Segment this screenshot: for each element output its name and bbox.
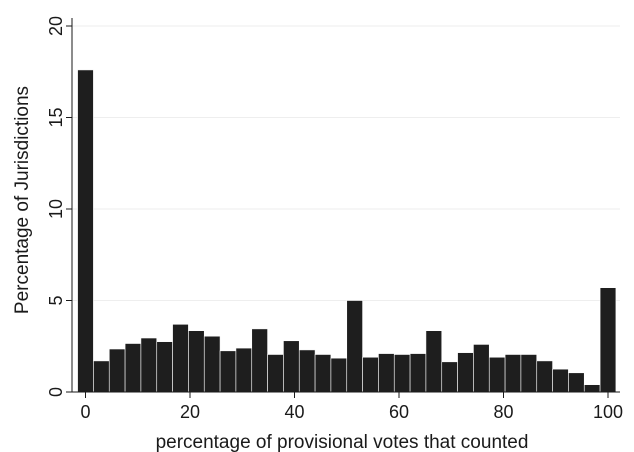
histogram-bar xyxy=(473,344,490,393)
y-tick-label-5: 5 xyxy=(46,295,66,305)
histogram-bar xyxy=(599,287,617,393)
x-axis-label: percentage of provisional votes that cou… xyxy=(156,432,529,452)
histogram-bar xyxy=(583,384,601,393)
histogram-bar xyxy=(251,328,268,393)
histogram-bar xyxy=(552,368,569,393)
histogram-bar xyxy=(536,360,553,393)
histogram-bar xyxy=(267,354,284,393)
y-tick-label-20: 20 xyxy=(46,16,66,36)
histogram-bar xyxy=(441,361,458,393)
histogram-bar xyxy=(298,349,316,393)
y-tick-label-10: 10 xyxy=(46,199,66,219)
histogram-bar xyxy=(235,347,253,393)
histogram-bar xyxy=(188,330,205,393)
histogram-bar xyxy=(108,348,126,393)
histogram-bar xyxy=(409,353,427,393)
y-axis-ticks: 0 5 10 15 20 xyxy=(46,16,72,397)
histogram-bar xyxy=(93,360,110,393)
histogram-bar xyxy=(77,69,94,393)
histogram-bar xyxy=(172,323,189,393)
histogram-bar xyxy=(346,300,363,393)
histogram-bar xyxy=(362,356,379,393)
y-axis-label: Percentage of Jurisdictions xyxy=(12,86,33,314)
histogram-bar xyxy=(504,354,522,393)
histogram-bar xyxy=(488,356,506,393)
y-tick-label-0: 0 xyxy=(46,387,66,397)
histogram-bar xyxy=(314,354,332,393)
histogram-bar xyxy=(219,350,237,393)
histogram-bar xyxy=(425,330,443,393)
x-tick-label-60: 60 xyxy=(389,402,409,422)
x-tick-label-40: 40 xyxy=(284,402,304,422)
histogram-bar xyxy=(124,343,142,393)
histogram-bar xyxy=(393,354,411,393)
y-tick-label-15: 15 xyxy=(46,107,66,127)
histogram-bar xyxy=(568,372,585,393)
histogram-bar xyxy=(140,337,158,393)
histogram-bar xyxy=(283,340,300,393)
x-axis-ticks: 0 20 40 60 80 100 xyxy=(80,392,623,422)
histogram-bar xyxy=(156,341,173,393)
x-tick-label-80: 80 xyxy=(493,402,513,422)
x-tick-label-20: 20 xyxy=(180,402,200,422)
histogram-bar xyxy=(330,357,348,393)
histogram-bar xyxy=(203,335,221,393)
histogram-bar xyxy=(378,353,395,393)
x-tick-label-100: 100 xyxy=(593,402,623,422)
x-tick-label-0: 0 xyxy=(80,402,90,422)
gridlines xyxy=(72,25,620,301)
histogram-bar xyxy=(520,354,538,393)
histogram-bar xyxy=(457,352,474,393)
histogram-bars xyxy=(77,69,617,393)
